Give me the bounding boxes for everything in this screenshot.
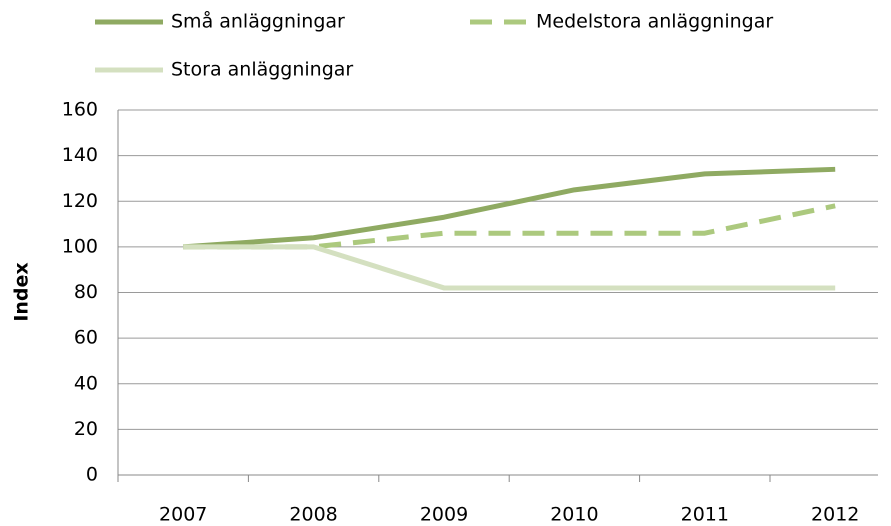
y-tick-label: 120 bbox=[62, 190, 98, 212]
y-tick-label: 100 bbox=[62, 235, 98, 257]
legend-label: Stora anläggningar bbox=[171, 59, 353, 81]
x-tick-label: 2009 bbox=[420, 504, 468, 526]
x-tick-label: 2012 bbox=[811, 504, 859, 526]
y-axis-label: Index bbox=[11, 262, 33, 321]
y-tick-label: 140 bbox=[62, 144, 98, 166]
x-tick-label: 2011 bbox=[681, 504, 729, 526]
y-tick-label: 0 bbox=[86, 464, 98, 486]
y-tick-label: 60 bbox=[74, 327, 98, 349]
series-line bbox=[183, 166, 836, 250]
y-tick-label: 40 bbox=[74, 372, 98, 394]
y-tick-label: 160 bbox=[62, 99, 98, 121]
legend-label: Medelstora anläggningar bbox=[536, 11, 773, 33]
y-tick-label: 20 bbox=[74, 418, 98, 440]
series-line bbox=[183, 244, 836, 291]
x-tick-label: 2008 bbox=[289, 504, 337, 526]
x-tick-label: 2010 bbox=[550, 504, 598, 526]
y-tick-label: 80 bbox=[74, 281, 98, 303]
x-tick-label: 2007 bbox=[159, 504, 207, 526]
legend-label: Små anläggningar bbox=[171, 10, 345, 33]
